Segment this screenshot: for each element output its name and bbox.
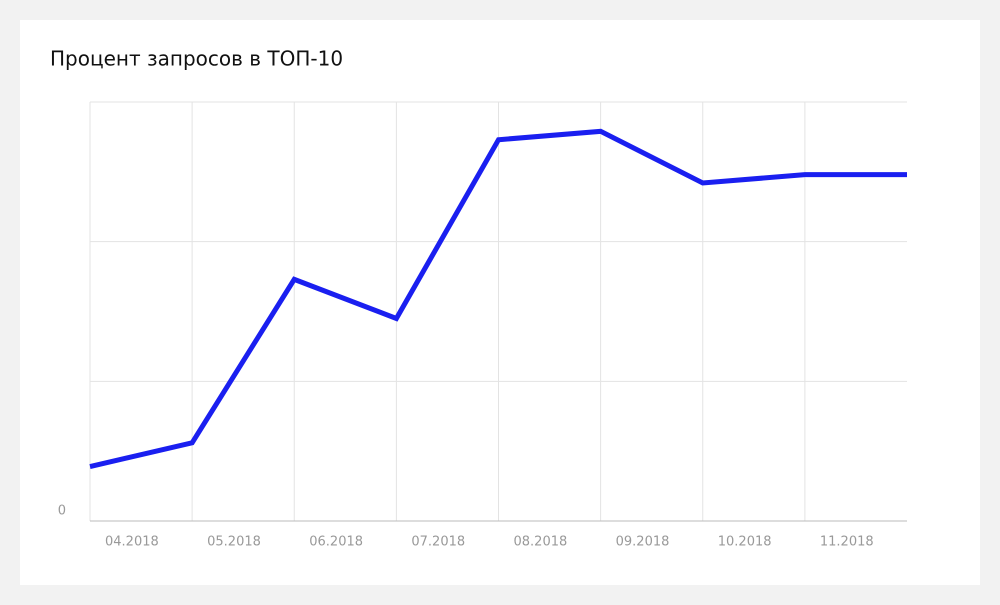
x-tick-label: 07.2018	[411, 535, 465, 550]
x-tick-label: 08.2018	[514, 535, 568, 550]
card	[20, 20, 980, 585]
x-tick-label: 05.2018	[207, 535, 261, 550]
y-tick-label: 0	[58, 504, 66, 519]
x-tick-label: 04.2018	[105, 535, 159, 550]
x-tick-label: 11.2018	[820, 535, 874, 550]
x-tick-label: 09.2018	[616, 535, 670, 550]
chart-title: Процент запросов в ТОП-10	[50, 47, 343, 71]
x-tick-label: 10.2018	[718, 535, 772, 550]
x-tick-label: 06.2018	[309, 535, 363, 550]
line	[89, 128, 907, 469]
